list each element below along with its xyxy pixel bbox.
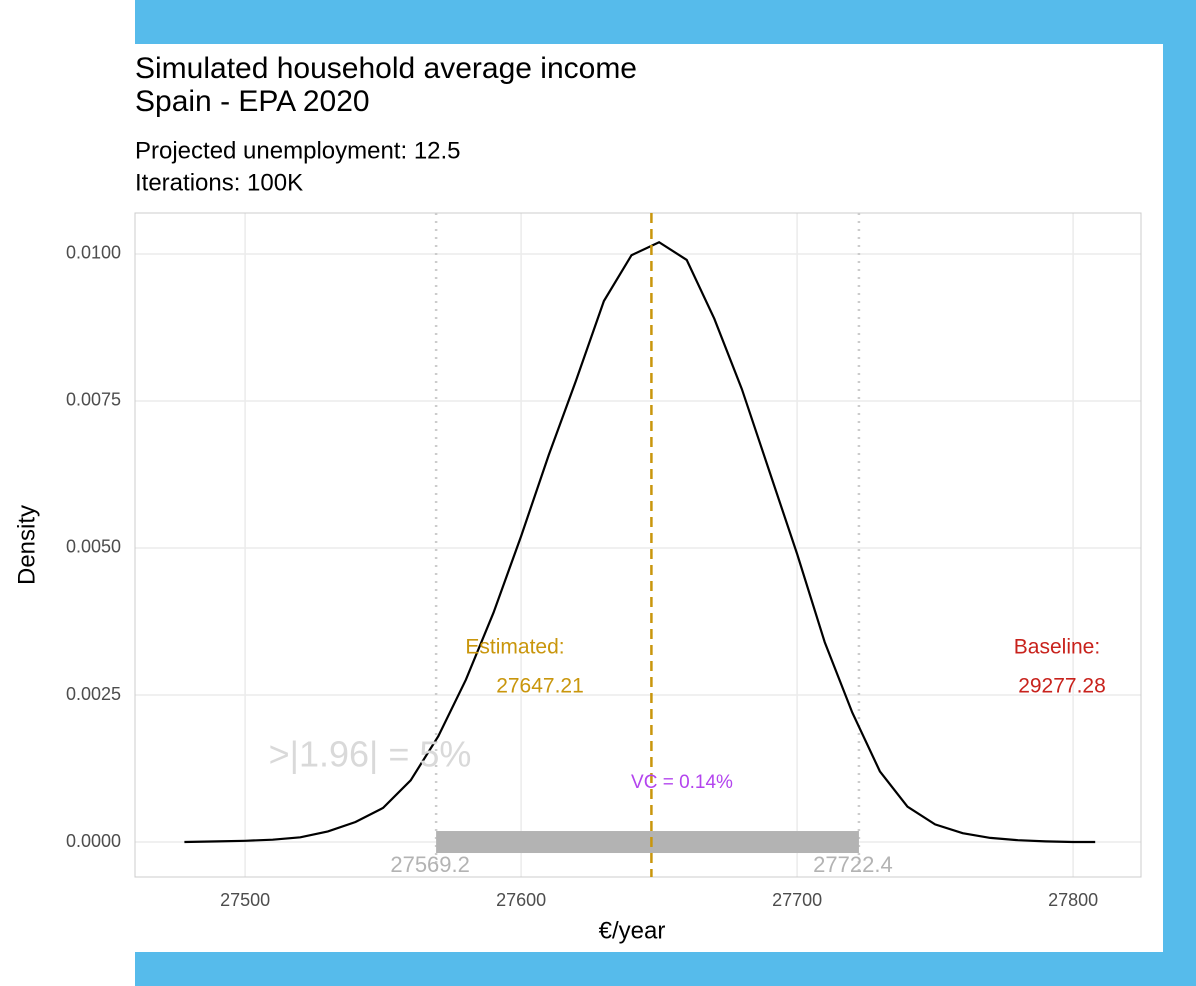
baseline-label: Baseline:	[1014, 636, 1100, 659]
y-tick-label: 0.0025	[66, 684, 121, 704]
x-axis-label: €/year	[599, 917, 666, 944]
estimate-value: 27647.21	[496, 675, 584, 698]
interval-bar	[436, 831, 859, 854]
y-tick-label: 0.0075	[66, 390, 121, 410]
panel-border	[134, 212, 1142, 878]
interval-label: 27569.2	[390, 852, 470, 877]
x-tick-label: 27700	[772, 890, 822, 910]
chart-subtitle: Iterations: 100K	[135, 169, 303, 196]
y-axis-label: Density	[13, 505, 40, 585]
y-tick-label: 0.0000	[66, 831, 121, 851]
vc-label: VC = 0.14%	[631, 772, 733, 793]
chart-title: Spain - EPA 2020	[135, 85, 370, 118]
chart-subtitle: Projected unemployment: 12.5	[135, 137, 461, 164]
density-curve	[184, 240, 1096, 844]
x-tick-label: 27600	[496, 890, 546, 910]
frame	[135, 952, 1196, 986]
estimate-label: Estimated:	[465, 636, 564, 659]
interval-label: 27722.4	[813, 852, 893, 877]
x-tick-label: 27500	[220, 890, 270, 910]
x-tick-label: 27800	[1048, 890, 1098, 910]
frame	[1163, 0, 1196, 986]
significance-label: >|1.96| = 5%	[269, 734, 472, 775]
frame	[135, 0, 1196, 44]
baseline-value: 29277.28	[1018, 675, 1106, 698]
chart-title: Simulated household average income	[135, 52, 637, 85]
y-tick-label: 0.0050	[66, 537, 121, 557]
y-tick-label: 0.0100	[66, 243, 121, 263]
